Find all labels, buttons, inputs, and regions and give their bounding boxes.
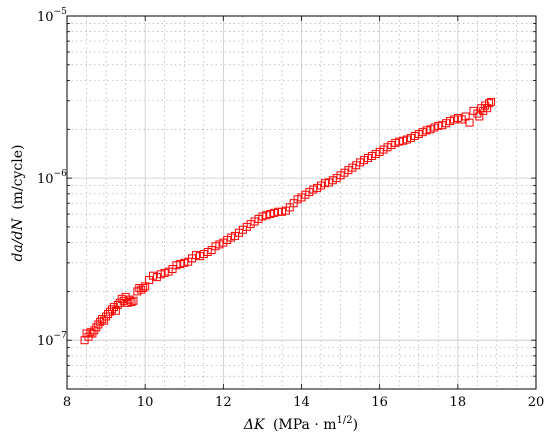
- data-point: [111, 306, 120, 315]
- data-point: [139, 283, 148, 292]
- data-point: [127, 298, 136, 307]
- data-series: [80, 97, 496, 345]
- y-tick-label: 10−5: [37, 7, 67, 25]
- data-point: [485, 99, 494, 108]
- x-tick-label: 8: [63, 395, 71, 410]
- data-point: [487, 97, 496, 106]
- axis-ticks: [66, 15, 537, 390]
- x-tick-labels: 8 10 12 14 16 18 20: [63, 395, 544, 410]
- y-axis-label: da/dN (m/cycle): [10, 145, 26, 262]
- y-tick-label: 10−7: [37, 331, 67, 349]
- y-tick-label: 10−6: [37, 169, 67, 187]
- x-tick-label: 20: [528, 395, 545, 410]
- x-tick-label: 18: [450, 395, 467, 410]
- y-tick-labels: 10−7 10−6 10−5: [37, 7, 67, 349]
- x-tick-label: 10: [137, 395, 154, 410]
- x-axis-label: ΔK (MPa · m1/2): [243, 415, 358, 433]
- data-point: [465, 118, 474, 127]
- x-tick-label: 12: [215, 395, 232, 410]
- x-tick-label: 14: [293, 395, 310, 410]
- x-tick-label: 16: [371, 395, 388, 410]
- data-point: [129, 296, 138, 305]
